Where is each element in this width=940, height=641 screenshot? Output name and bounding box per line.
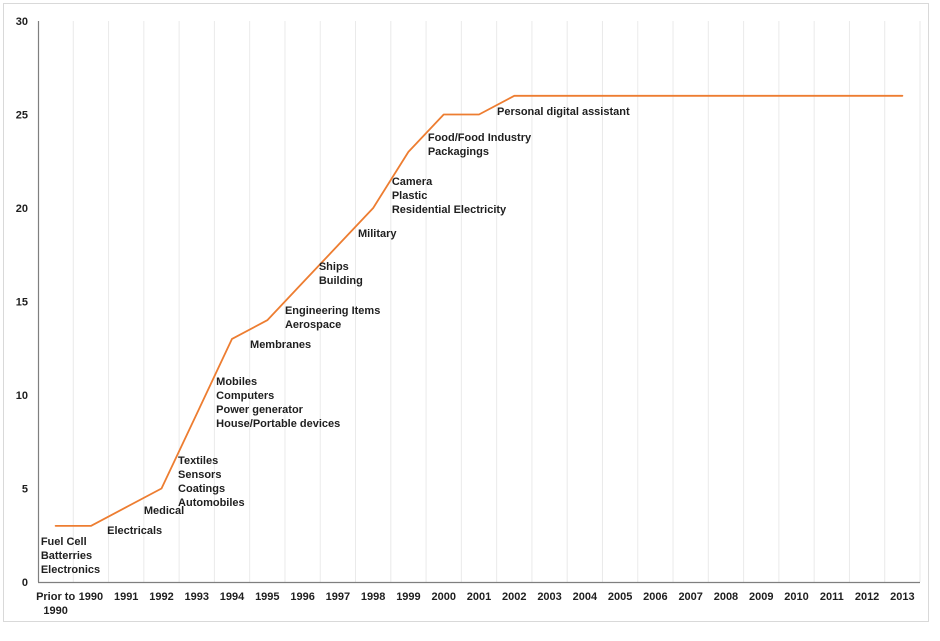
annotation: Military xyxy=(358,228,397,240)
x-tick-label: Prior to 1990 xyxy=(36,591,75,617)
x-tick-label: 2001 xyxy=(467,591,491,603)
x-tick-label: 1995 xyxy=(255,591,279,603)
x-tick-label: 2003 xyxy=(537,591,561,603)
annotation: Camera Plastic Residential Electricity xyxy=(392,176,507,216)
x-tick-label: 2012 xyxy=(855,591,879,603)
data-line xyxy=(54,94,904,527)
x-tick-label: 2006 xyxy=(643,591,667,603)
x-tick-label: 2009 xyxy=(749,591,773,603)
x-tick-label: 1990 xyxy=(79,591,103,603)
annotation: Ships Building xyxy=(319,261,363,287)
annotation: Membranes xyxy=(250,339,311,351)
x-tick-label: 1991 xyxy=(114,591,138,603)
y-tick-label: 30 xyxy=(16,16,28,28)
x-tick-label: 2013 xyxy=(890,591,914,603)
x-tick-label: 1992 xyxy=(149,591,173,603)
y-tick-label: 25 xyxy=(16,110,28,122)
annotation: Food/Food Industry Packagings xyxy=(428,132,532,158)
x-tick-label: 1999 xyxy=(396,591,420,603)
y-tick-label: 0 xyxy=(22,577,28,589)
x-tick-label: 1993 xyxy=(185,591,209,603)
x-tick-label: 2007 xyxy=(678,591,702,603)
annotation: Textiles Sensors Coatings Automobiles xyxy=(178,455,245,509)
chart-border xyxy=(3,3,929,622)
y-tick-label: 20 xyxy=(16,203,28,215)
annotation: Medical xyxy=(144,505,184,517)
x-tick-label: 1997 xyxy=(326,591,350,603)
annotation: Personal digital assistant xyxy=(497,106,630,118)
x-tick-label: 2000 xyxy=(431,591,455,603)
annotation: Electricals xyxy=(107,525,162,537)
y-tick-label: 15 xyxy=(16,297,28,309)
x-tick-label: 1994 xyxy=(220,591,245,603)
x-tick-label: 1996 xyxy=(290,591,314,603)
x-tick-label: 2010 xyxy=(784,591,808,603)
annotation: Engineering Items Aerospace xyxy=(285,305,380,331)
x-tick-label: 2002 xyxy=(502,591,526,603)
y-tick-label: 5 xyxy=(22,484,28,496)
annotation: Fuel Cell Batterries Electronics xyxy=(41,536,100,576)
x-tick-label: 2011 xyxy=(820,591,844,603)
x-tick-label: 2005 xyxy=(608,591,632,603)
x-tick-label: 1998 xyxy=(361,591,385,603)
annotation: Mobiles Computers Power generator House/Por… xyxy=(216,376,340,430)
y-tick-label: 10 xyxy=(16,390,28,402)
x-tick-label: 2008 xyxy=(714,591,738,603)
x-tick-label: 2004 xyxy=(573,591,598,603)
